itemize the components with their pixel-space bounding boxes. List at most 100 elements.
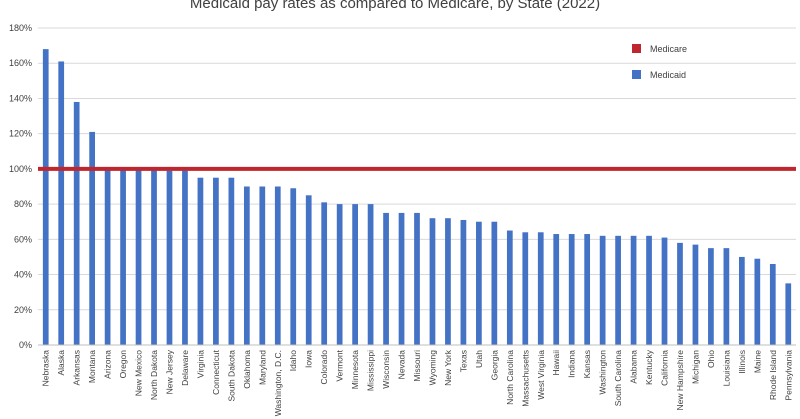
bar xyxy=(491,221,498,345)
bar xyxy=(151,168,157,345)
x-tick-label: New Jersey xyxy=(164,349,174,394)
bar xyxy=(646,235,652,345)
x-tick-label: Missouri xyxy=(412,350,422,382)
x-tick-label: Michigan xyxy=(690,350,700,384)
x-tick-label: Delaware xyxy=(180,350,190,386)
bar xyxy=(73,101,80,345)
bar xyxy=(321,202,328,345)
bar xyxy=(460,219,467,345)
bar xyxy=(228,177,235,345)
x-tick-label: Indiana xyxy=(567,350,577,378)
x-tick-label: New Hampshire xyxy=(675,350,685,411)
bar xyxy=(522,232,529,345)
x-tick-label: Nevada xyxy=(397,350,407,380)
x-tick-label: Washington xyxy=(598,350,608,395)
x-tick-label: Idaho xyxy=(288,350,298,372)
bar xyxy=(367,204,374,345)
y-tick-label: 160% xyxy=(9,58,32,68)
bar xyxy=(305,195,312,345)
x-tick-label: California xyxy=(660,350,670,386)
y-tick-label: 100% xyxy=(9,164,32,174)
y-tick-label: 20% xyxy=(14,305,32,315)
bar xyxy=(584,234,591,345)
x-tick-label: Maine xyxy=(752,350,762,373)
legend-label: Medicaid xyxy=(650,70,686,80)
x-tick-label: Alaska xyxy=(56,350,66,376)
x-tick-label: North Carolina xyxy=(505,350,515,405)
bar xyxy=(506,230,513,345)
bar xyxy=(398,212,405,345)
bar xyxy=(58,61,65,345)
x-tick-label: Utah xyxy=(474,350,484,368)
x-tick-label: Oregon xyxy=(118,350,128,379)
y-tick-label: 180% xyxy=(9,23,32,33)
x-tick-label: Oklahoma xyxy=(242,350,252,389)
x-tick-label: Arizona xyxy=(103,350,113,379)
bar xyxy=(259,186,266,345)
y-tick-label: 0% xyxy=(19,340,32,350)
bar xyxy=(568,234,575,345)
y-tick-label: 140% xyxy=(9,93,32,103)
legend: Medicare Medicaid xyxy=(632,44,687,80)
x-tick-label: Kansas xyxy=(582,350,592,378)
legend-swatch xyxy=(632,70,641,79)
bar xyxy=(166,170,173,345)
bar xyxy=(738,256,745,345)
x-tick-label: Colorado xyxy=(319,350,329,385)
bar xyxy=(723,248,730,345)
bar xyxy=(197,177,204,345)
x-tick-label: Illinois xyxy=(737,350,747,374)
bar xyxy=(383,212,389,345)
x-tick-label: Pennsylvania xyxy=(783,350,793,401)
x-tick-label: Mississippi xyxy=(366,350,376,391)
bar xyxy=(692,244,699,345)
bar xyxy=(599,235,606,345)
bar xyxy=(243,186,250,345)
bar xyxy=(615,235,621,345)
legend-label: Medicare xyxy=(650,44,687,54)
y-tick-label: 60% xyxy=(14,234,32,244)
bar xyxy=(445,218,451,345)
bar xyxy=(274,186,281,345)
bar xyxy=(104,168,111,345)
x-tick-label: West Virginia xyxy=(536,350,546,400)
x-tick-label: Vermont xyxy=(335,349,345,381)
x-tick-label: Maryland xyxy=(257,350,267,385)
x-tick-label: Wyoming xyxy=(427,350,437,386)
bar xyxy=(708,248,714,345)
x-tick-label: Montana xyxy=(87,350,97,383)
bar xyxy=(336,204,343,345)
bar xyxy=(769,263,776,345)
bar xyxy=(352,204,358,345)
bar xyxy=(661,237,668,345)
bar xyxy=(182,170,188,345)
x-tick-label: Alabama xyxy=(629,350,639,384)
bar xyxy=(785,283,792,345)
x-tick-label: Louisiana xyxy=(721,350,731,387)
bar xyxy=(476,221,482,345)
x-tick-label: North Dakota xyxy=(149,350,159,400)
x-tick-label: Rhode Island xyxy=(768,350,778,400)
bar xyxy=(290,188,297,345)
y-axis-ticks: 0% 20% 40% 60% 80% 100% 120% 140% 160% 180% xyxy=(9,23,32,350)
x-tick-label: South Carolina xyxy=(613,350,623,407)
bar xyxy=(537,232,544,345)
bar xyxy=(754,258,761,345)
bar xyxy=(135,168,142,345)
bar xyxy=(677,242,683,345)
x-tick-label: Massachusetts xyxy=(520,350,530,407)
bar xyxy=(553,234,560,345)
x-tick-label: Washington, D.C. xyxy=(273,350,283,416)
x-tick-label: Virginia xyxy=(195,350,205,378)
x-tick-label: Ohio xyxy=(706,350,716,368)
legend-swatch xyxy=(632,44,641,53)
x-tick-label: Minnesota xyxy=(350,350,360,389)
x-tick-label: Hawaii xyxy=(551,350,561,376)
x-tick-label: South Dakota xyxy=(226,350,236,402)
bar xyxy=(120,168,126,345)
bar xyxy=(89,131,96,345)
x-tick-label: New York xyxy=(443,349,453,386)
y-tick-label: 120% xyxy=(9,129,32,139)
bar xyxy=(42,49,49,346)
